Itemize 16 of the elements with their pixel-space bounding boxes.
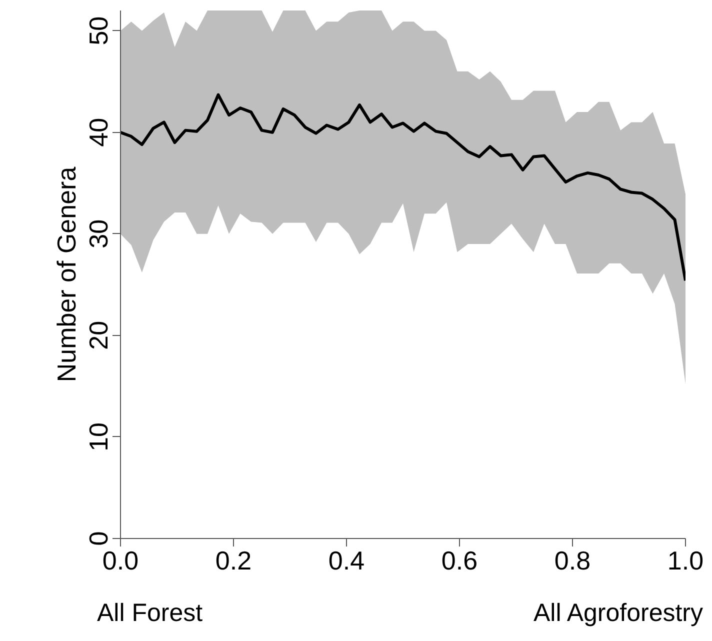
y-tick-label: 50 (84, 16, 114, 46)
x-tick-label: 0.0 (102, 546, 139, 576)
line-series (120, 93, 686, 282)
y-tick-label: 30 (84, 219, 114, 248)
y-tick-label: 40 (84, 118, 114, 147)
y-tick-label: 20 (84, 320, 114, 350)
x-tick-label: 0.4 (328, 546, 365, 576)
text: All Agroforestry (533, 598, 703, 629)
x-tick-label: 0.8 (554, 546, 591, 576)
y-axis-title: Number of Genera (52, 166, 82, 382)
text: All Forest (97, 598, 203, 629)
x-tick-label: 0.6 (441, 546, 478, 576)
x-tick-label: 1.0 (667, 546, 704, 576)
y-tick-label: 10 (84, 422, 114, 452)
y-tick-label: 0 (84, 531, 114, 546)
x-tick-label: 0.2 (215, 546, 252, 576)
